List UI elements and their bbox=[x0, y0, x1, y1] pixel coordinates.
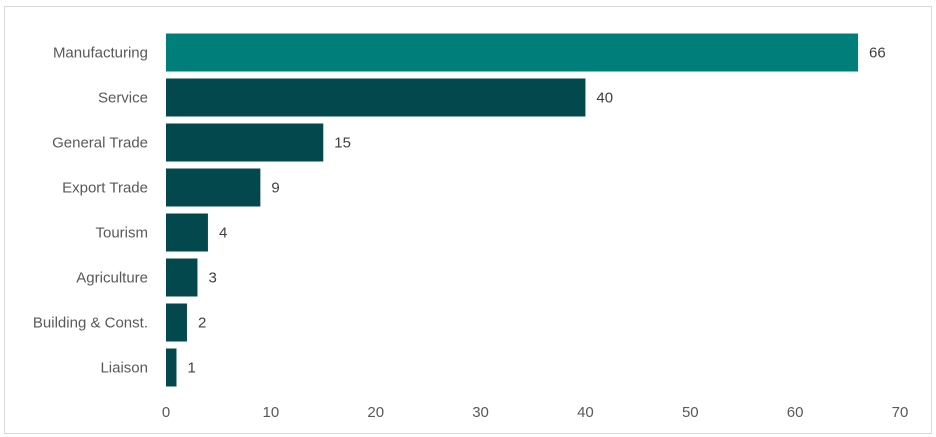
bar-manufacturing bbox=[166, 33, 859, 72]
bar-export-trade bbox=[166, 168, 261, 207]
category-label-manufacturing: Manufacturing bbox=[53, 45, 148, 62]
x-axis-ticks: 0 10 20 30 40 50 60 70 bbox=[162, 404, 909, 421]
category-label-service: Service bbox=[98, 90, 148, 107]
category-label-tourism: Tourism bbox=[95, 225, 148, 242]
category-label-liaison: Liaison bbox=[100, 360, 148, 377]
category-label-agriculture: Agriculture bbox=[76, 270, 148, 287]
x-tick-label-60: 60 bbox=[787, 404, 804, 421]
category-labels: Manufacturing Service General Trade Export … bbox=[33, 45, 148, 377]
x-tick-label-30: 30 bbox=[472, 404, 489, 421]
value-labels: 66 40 15 9 4 3 2 1 bbox=[187, 45, 885, 377]
value-label-tourism: 4 bbox=[219, 225, 227, 242]
bar-liaison bbox=[166, 348, 177, 387]
bar-tourism bbox=[166, 213, 208, 252]
category-label-general-trade: General Trade bbox=[52, 135, 148, 152]
value-label-manufacturing: 66 bbox=[869, 45, 886, 62]
bar-agriculture bbox=[166, 258, 198, 297]
bar-general-trade bbox=[166, 123, 324, 162]
x-tick-label-10: 10 bbox=[263, 404, 280, 421]
chart-frame bbox=[4, 6, 932, 434]
x-tick-label-40: 40 bbox=[577, 404, 594, 421]
category-label-building-const: Building & Const. bbox=[33, 315, 148, 332]
value-label-export-trade: 9 bbox=[271, 180, 279, 197]
bar-service bbox=[166, 78, 586, 117]
bars-group bbox=[166, 33, 859, 387]
x-tick-label-0: 0 bbox=[162, 404, 170, 421]
value-label-agriculture: 3 bbox=[208, 270, 216, 287]
x-tick-label-70: 70 bbox=[892, 404, 909, 421]
value-label-service: 40 bbox=[596, 90, 613, 107]
x-tick-label-20: 20 bbox=[367, 404, 384, 421]
x-tick-label-50: 50 bbox=[682, 404, 699, 421]
value-label-building-const: 2 bbox=[198, 315, 206, 332]
value-label-general-trade: 15 bbox=[334, 135, 351, 152]
category-label-export-trade: Export Trade bbox=[62, 180, 148, 197]
bar-building-const bbox=[166, 303, 187, 342]
value-label-liaison: 1 bbox=[187, 360, 195, 377]
